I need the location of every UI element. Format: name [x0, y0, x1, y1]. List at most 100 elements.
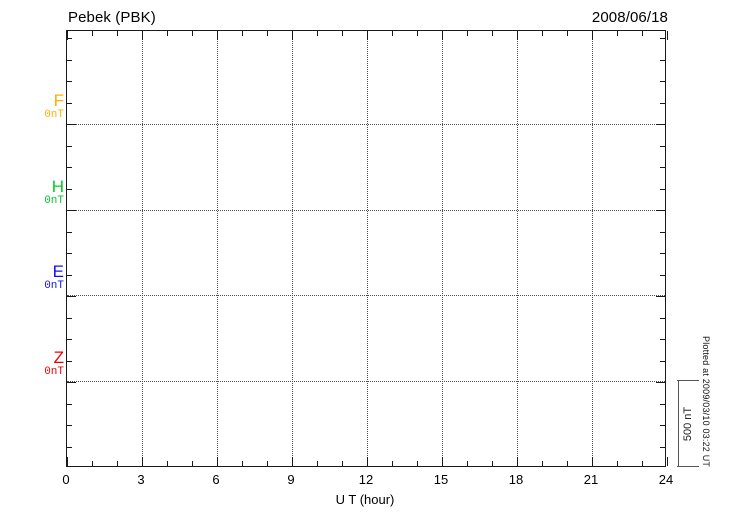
component-baseline-value: 0nT [44, 195, 64, 207]
tick-x-minor [342, 461, 343, 466]
plot-timestamp: Plotted at 2009/03/10 03:22 UT [701, 336, 711, 468]
tick-x-minor [267, 461, 268, 466]
tick-y-minor [660, 318, 665, 319]
component-letter: Z [53, 348, 64, 367]
tick-x-major [292, 31, 293, 40]
scale-bar-cap-bottom [677, 466, 699, 467]
gridline-vertical [217, 31, 218, 466]
tick-y-minor [660, 189, 665, 190]
tick-x-minor [192, 461, 193, 466]
tick-y-minor [660, 404, 665, 405]
gridline-vertical [142, 31, 143, 466]
tick-x-minor [567, 31, 568, 36]
component-label-f: F 0nT [0, 92, 64, 122]
tick-y-major [67, 296, 76, 297]
x-tick-label: 9 [287, 472, 295, 487]
tick-y-minor [67, 103, 72, 104]
tick-y-minor [67, 318, 72, 319]
component-label-e: E 0nT [0, 263, 64, 293]
tick-x-minor [417, 461, 418, 466]
component-label-z: Z 0nT [0, 349, 64, 379]
component-baseline-value: 0nT [44, 280, 64, 292]
tick-y-minor [67, 232, 72, 233]
gridline-vertical [367, 31, 368, 466]
tick-y-major [656, 124, 665, 125]
tick-x-major [442, 457, 443, 466]
gridline-baseline [67, 295, 665, 296]
tick-y-major [656, 296, 665, 297]
tick-x-major [142, 457, 143, 466]
tick-x-minor [92, 461, 93, 466]
gridline-vertical [292, 31, 293, 466]
x-tick-label: 12 [358, 472, 374, 487]
tick-y-minor [67, 447, 72, 448]
tick-x-minor [317, 461, 318, 466]
tick-x-minor [242, 461, 243, 466]
tick-y-minor [67, 38, 72, 39]
tick-y-minor [67, 81, 72, 82]
tick-y-major [656, 382, 665, 383]
tick-x-minor [642, 461, 643, 466]
tick-y-minor [67, 253, 72, 254]
tick-x-major [217, 31, 218, 40]
tick-y-minor [660, 361, 665, 362]
tick-y-minor [660, 146, 665, 147]
x-tick-label: 6 [212, 472, 220, 487]
tick-y-major [67, 210, 76, 211]
x-tick-label: 24 [658, 472, 674, 487]
tick-x-minor [617, 31, 618, 36]
plot-area [66, 30, 668, 467]
tick-y-minor [67, 361, 72, 362]
scale-bar-label: 500 nT [682, 406, 694, 441]
tick-x-minor [192, 31, 193, 36]
tick-y-minor [660, 253, 665, 254]
tick-y-minor [660, 275, 665, 276]
x-axis-title: U T (hour) [335, 492, 395, 507]
gridline-baseline [67, 381, 665, 382]
tick-x-minor [342, 31, 343, 36]
component-baseline-value: 0nT [44, 109, 64, 121]
tick-y-minor [67, 275, 72, 276]
tick-x-minor [242, 31, 243, 36]
tick-x-minor [542, 31, 543, 36]
tick-x-major [217, 457, 218, 466]
tick-y-minor [660, 167, 665, 168]
tick-x-minor [492, 31, 493, 36]
tick-y-minor [660, 232, 665, 233]
gridline-baseline [67, 124, 665, 125]
tick-x-minor [492, 461, 493, 466]
tick-x-major [667, 31, 668, 40]
tick-x-major [142, 31, 143, 40]
tick-x-minor [92, 31, 93, 36]
x-tick-label: 21 [583, 472, 599, 487]
tick-y-minor [67, 339, 72, 340]
tick-x-minor [117, 31, 118, 36]
tick-x-minor [117, 461, 118, 466]
tick-x-minor [167, 31, 168, 36]
tick-x-minor [267, 31, 268, 36]
tick-y-minor [660, 81, 665, 82]
tick-x-major [292, 457, 293, 466]
tick-x-minor [542, 461, 543, 466]
component-letter: H [51, 177, 64, 196]
tick-x-major [367, 31, 368, 40]
tick-x-minor [417, 31, 418, 36]
tick-x-major [592, 457, 593, 466]
gridline-baseline [67, 210, 665, 211]
x-tick-label: 3 [137, 472, 145, 487]
tick-x-minor [392, 31, 393, 36]
observation-date: 2008/06/18 [591, 9, 668, 26]
tick-x-major [592, 31, 593, 40]
x-tick-label: 0 [62, 472, 70, 487]
tick-y-minor [67, 425, 72, 426]
tick-x-minor [392, 461, 393, 466]
tick-y-major [67, 382, 76, 383]
component-letter: F [53, 91, 64, 110]
tick-y-minor [660, 103, 665, 104]
tick-y-major [656, 210, 665, 211]
tick-x-major [67, 457, 68, 466]
tick-y-minor [660, 447, 665, 448]
tick-x-major [442, 31, 443, 40]
tick-y-minor [67, 60, 72, 61]
